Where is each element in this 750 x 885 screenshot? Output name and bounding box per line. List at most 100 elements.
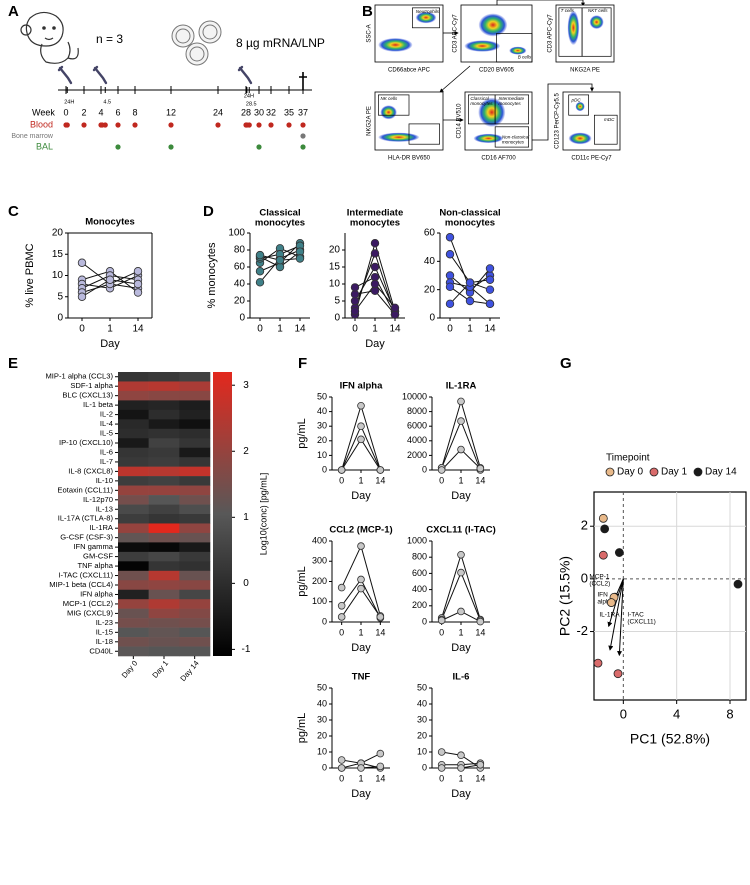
heat-cell <box>179 542 211 553</box>
x-tick-label: 14 <box>132 324 144 335</box>
heat-cell <box>148 570 180 581</box>
y-tick-label: 60 <box>424 228 436 239</box>
x-axis-label: Day <box>351 642 371 654</box>
gate-label: Classical <box>470 96 489 101</box>
heat-cell <box>179 599 211 609</box>
colorbar-tick-label: 3 <box>243 380 249 391</box>
heat-cell <box>148 551 180 562</box>
y-tick-label: 200 <box>312 576 327 586</box>
x-tick-label: 14 <box>294 324 306 335</box>
density-blob <box>568 132 592 145</box>
heat-cell <box>179 466 211 477</box>
row-label: TNF alpha <box>78 561 114 570</box>
heat-cell <box>179 485 211 496</box>
heat-cell <box>148 409 180 420</box>
data-point <box>733 579 743 589</box>
data-point <box>598 513 608 523</box>
row-label: I-TAC (CXCL11) <box>58 571 113 580</box>
y-tick-label: 100 <box>312 596 327 606</box>
heat-cell <box>148 495 180 505</box>
data-point <box>457 568 465 577</box>
y-tick-label: 600 <box>412 568 427 578</box>
data-point <box>370 238 380 248</box>
row-label: MIP-1 beta (CCL4) <box>49 580 113 589</box>
week-label: 6 <box>115 107 120 117</box>
heat-cell <box>179 390 211 401</box>
y-tick-label: 20 <box>317 435 327 445</box>
gate <box>378 94 410 116</box>
heat-cell <box>179 438 211 449</box>
heat-cell <box>148 580 180 591</box>
injection-syringe <box>237 65 253 85</box>
row-label: IL-2 <box>100 410 113 419</box>
x-tick-label: 14 <box>375 475 385 485</box>
x-tick-label: 8 <box>726 706 733 721</box>
sample-dot <box>102 122 108 128</box>
y-tick-label: 20 <box>317 730 327 740</box>
y-tick-label: 20 <box>234 296 246 307</box>
data-point <box>457 445 465 454</box>
heat-cell <box>179 400 211 411</box>
row-label: GM-CSF <box>83 552 113 561</box>
panel-label: C <box>8 203 19 220</box>
colorbar-label: Log10(conc) [pg/mL] <box>258 473 268 556</box>
data-point <box>437 616 446 625</box>
data-point <box>445 250 455 259</box>
y-tick-label: 40 <box>234 279 246 290</box>
sample-dot <box>268 122 274 128</box>
loading-arrow <box>608 578 624 651</box>
week-label: 8 <box>132 107 137 117</box>
heat-cell <box>179 532 211 543</box>
data-point <box>370 262 380 272</box>
data-point <box>295 254 305 263</box>
heat-cell <box>179 646 211 657</box>
heat-cell <box>118 466 149 477</box>
row-label: IL-1RA <box>89 523 114 532</box>
y-tick-label: 30 <box>417 714 427 724</box>
y-tick-label: 0 <box>334 313 340 324</box>
data-point <box>445 233 455 242</box>
gate <box>568 94 590 116</box>
week-label: 28 <box>241 107 251 117</box>
legend-title: Timepoint <box>606 453 650 464</box>
y-tick-label: 8000 <box>407 406 427 416</box>
panel-label: G <box>560 355 572 372</box>
y-axis-label: pg/mL <box>296 713 308 744</box>
heat-cell <box>179 618 211 628</box>
gate-label: monocytes <box>470 101 493 106</box>
lnp-icons <box>171 20 222 66</box>
heat-cell <box>118 542 149 553</box>
heat-cell <box>118 400 149 411</box>
legend-label: Day 0 <box>617 467 644 478</box>
data-point <box>445 299 455 309</box>
subject-count: n = 3 <box>96 32 123 46</box>
data-point <box>445 282 455 292</box>
heat-cell <box>148 428 180 439</box>
sample-row-label: BAL <box>36 141 53 151</box>
week-label: 32 <box>266 107 276 117</box>
row-label: IL-6 <box>100 447 113 456</box>
heat-cell <box>118 381 149 392</box>
y-tick-label: 50 <box>317 391 327 401</box>
data-point <box>476 464 485 473</box>
loading-label: (CCL2) <box>589 581 610 588</box>
heat-cell <box>118 514 149 524</box>
heat-cell <box>118 390 149 401</box>
y-tick-label: 5 <box>334 296 340 307</box>
y-axis-label: pg/mL <box>296 566 308 597</box>
heat-cell <box>118 504 149 515</box>
data-point <box>614 548 624 557</box>
flow-x-label: CD20 BV605 <box>479 68 515 74</box>
heat-cell <box>118 409 149 420</box>
y-tick-label: 10 <box>329 279 341 290</box>
heat-cell <box>118 580 149 591</box>
heat-cell <box>148 390 180 401</box>
y-tick-label: 40 <box>317 698 327 708</box>
y-tick-label: 0 <box>57 313 63 324</box>
x-tick-label: 14 <box>375 627 385 637</box>
gate <box>412 7 440 29</box>
density-blob <box>473 133 504 144</box>
heat-cell <box>179 608 211 619</box>
data-point <box>465 278 475 287</box>
data-point <box>606 598 616 607</box>
